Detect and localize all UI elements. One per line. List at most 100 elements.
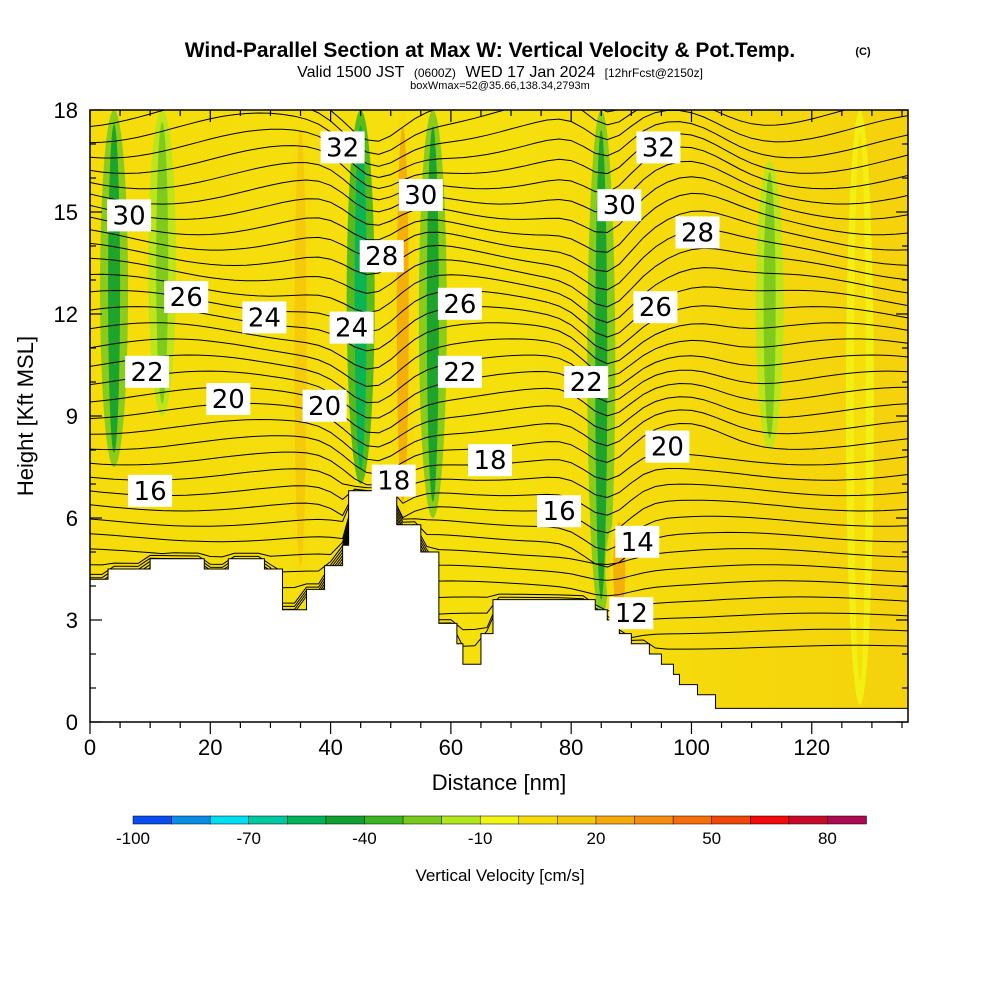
contour-label-text: 30 (603, 191, 636, 221)
theta-contour-line (90, 338, 908, 387)
contour-label: 20 (645, 430, 690, 463)
colorbar-tick-label: -10 (468, 829, 493, 848)
theta-contour-line (90, 210, 908, 273)
theta-contour-line (90, 160, 908, 213)
contour-label: 32 (636, 131, 681, 164)
colorbar-tick-label: -40 (352, 829, 377, 848)
contour-label-text: 22 (443, 358, 476, 388)
contour-label: 20 (302, 389, 347, 422)
y-tick-label: 0 (66, 710, 78, 735)
colorbar-tick-label: 20 (586, 829, 605, 848)
colorbar-swatch (402, 815, 443, 825)
theta-contour-line (90, 286, 908, 338)
colorbar-swatch (132, 815, 173, 825)
w-feature-core (156, 122, 169, 404)
y-tick-label: 18 (54, 98, 78, 123)
theta-contour-line (90, 491, 908, 534)
contour-label-box (609, 597, 654, 630)
contour-label-box (359, 240, 404, 273)
contour-label: 26 (437, 287, 482, 320)
y-tick-label: 3 (66, 608, 78, 633)
x-axis-label: Distance [nm] (432, 770, 567, 795)
contour-label-box (371, 464, 416, 497)
contour-label-box (468, 444, 512, 477)
contour-label-text: 24 (335, 314, 368, 344)
theta-contour-line (90, 133, 908, 190)
x-tick-label: 80 (559, 735, 583, 760)
contour-label-box (398, 179, 443, 211)
y-tick-label: 9 (66, 404, 78, 429)
contour-label-box (675, 216, 720, 249)
contour-label: 26 (164, 281, 209, 313)
contour-label-box (128, 474, 173, 507)
contour-label-text: 28 (365, 242, 398, 272)
contour-label-box (320, 131, 365, 164)
contour-label-text: 18 (473, 446, 506, 476)
y-tick-label: 6 (66, 506, 78, 531)
contour-label-text: 14 (621, 528, 654, 558)
contour-label: 28 (675, 216, 720, 249)
colorbar-title: Vertical Velocity [cm/s] (415, 866, 584, 885)
contour-label-box (164, 281, 209, 313)
theta-contour-line (90, 504, 908, 597)
contour-label-text: 32 (326, 133, 359, 163)
terrain-mask (90, 490, 908, 722)
valid-time-line: Valid 1500 JST (0600Z) WED 17 Jan 2024 [… (297, 64, 703, 81)
contour-label: 14 (615, 525, 660, 558)
contour-label-text: 16 (134, 477, 167, 507)
contour-label-text: 26 (639, 293, 672, 323)
theta-contour-line (90, 322, 908, 370)
contour-label: 22 (564, 366, 609, 398)
colorbar-swatch (209, 815, 250, 825)
valid-prefix: Valid 1500 JST (297, 64, 405, 81)
theta-contour-line (90, 483, 908, 516)
contour-label: 18 (468, 444, 512, 477)
box-wmax-info: boxWmax=52@35.66,138.34,2793m (410, 80, 590, 92)
colorbar-swatch (441, 815, 481, 825)
contour-label-box (329, 311, 374, 344)
theta-contour-line (90, 267, 908, 324)
theta-contour-line (90, 247, 908, 308)
y-tick-label: 12 (54, 302, 78, 327)
contour-label: 30 (398, 179, 443, 211)
valid-utc: (0600Z) (414, 66, 456, 80)
theta-contour-line (90, 494, 908, 568)
theta-contour-line (90, 498, 908, 566)
colorbar-swatch (479, 815, 520, 825)
contour-label-box (597, 189, 642, 222)
contour-label-text: 22 (570, 368, 603, 398)
colorbar-swatch (827, 815, 867, 825)
contour-label-box (206, 383, 251, 415)
contour-label-box (437, 355, 482, 388)
contour-label-text: 22 (131, 358, 164, 388)
theta-contour-line (90, 110, 847, 155)
w-feature-core (354, 124, 367, 470)
colorbar-tick-label: 50 (702, 829, 721, 848)
theta-contour-line (90, 369, 908, 419)
colorbar-tick-label: -70 (236, 829, 261, 848)
colorbar-swatch (750, 815, 790, 825)
theta-contour-line (90, 192, 908, 253)
contour-label-text: 30 (404, 181, 437, 211)
valid-date: WED 17 Jan 2024 (465, 64, 595, 81)
contour-label-text: 16 (543, 497, 576, 527)
contour-label: 28 (359, 240, 404, 273)
theta-contour-line (90, 121, 908, 179)
colorbar-swatch (171, 815, 211, 825)
theta-contour-line (90, 501, 908, 581)
contour-label: 22 (125, 355, 170, 388)
colorbar-swatch (325, 815, 366, 825)
colorbar-swatch (788, 815, 829, 825)
y-tick-label: 15 (54, 200, 78, 225)
contour-label: 22 (437, 355, 482, 388)
colorbar-swatch (518, 815, 559, 825)
contour-label-box (107, 199, 152, 232)
colorbar-swatch (595, 815, 636, 825)
theta-contour-line (90, 409, 908, 462)
contour-label-text: 20 (212, 385, 245, 415)
y-axis-label: Height [Kft MSL] (13, 336, 38, 496)
colorbar-swatch (248, 815, 289, 825)
theta-contour-line (90, 176, 908, 234)
contour-label-text: 24 (248, 303, 281, 333)
